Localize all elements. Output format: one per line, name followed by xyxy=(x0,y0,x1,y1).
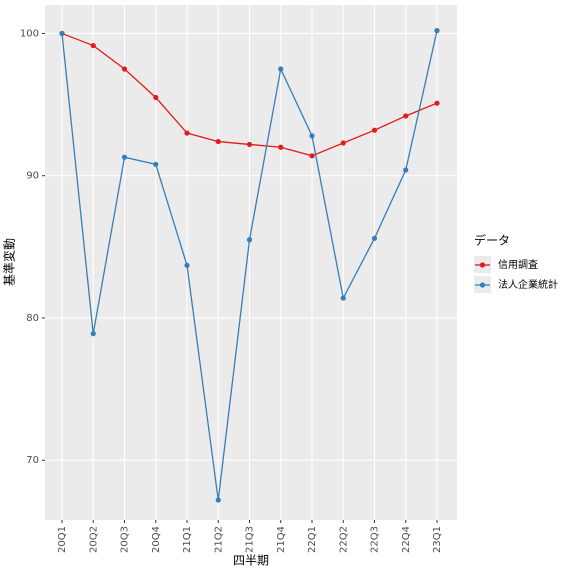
point xyxy=(59,30,65,37)
point xyxy=(434,28,440,34)
point xyxy=(434,100,440,106)
point xyxy=(121,154,128,160)
point xyxy=(215,497,221,503)
x-tick-label: 21Q1 xyxy=(182,526,193,553)
point xyxy=(371,127,378,133)
panel xyxy=(45,5,457,520)
point xyxy=(340,295,346,301)
point xyxy=(403,167,409,173)
point xyxy=(340,140,346,146)
legend-point xyxy=(479,262,486,268)
x-tick-label: 22Q3 xyxy=(370,526,381,553)
x-tick-label: 20Q4 xyxy=(151,526,162,553)
point xyxy=(153,161,159,167)
x-axis-title: 四半期 xyxy=(233,554,269,568)
point xyxy=(403,113,409,119)
point xyxy=(278,66,284,72)
legend-label: 信用調査 xyxy=(498,258,538,271)
legend-point xyxy=(479,282,486,288)
legend-title: データ xyxy=(474,233,510,248)
point xyxy=(215,138,221,145)
point xyxy=(309,153,315,159)
point xyxy=(153,94,159,101)
legend-label: 法人企業統計 xyxy=(498,278,558,291)
x-tick-label: 20Q3 xyxy=(120,526,131,553)
y-tick-label: 70 xyxy=(26,455,39,466)
x-tick-label: 21Q2 xyxy=(213,526,224,553)
y-tick-label: 100 xyxy=(20,28,39,39)
y-axis-title: 基準変動 xyxy=(2,238,17,286)
point xyxy=(90,42,96,49)
point xyxy=(371,235,378,241)
x-tick-label: 21Q4 xyxy=(276,526,287,553)
point xyxy=(246,237,253,243)
point xyxy=(246,141,253,148)
x-tick-label: 22Q4 xyxy=(401,526,412,553)
x-tick-label: 20Q2 xyxy=(88,526,99,553)
point xyxy=(121,66,128,72)
x-tick-label: 22Q2 xyxy=(338,526,349,553)
y-tick-label: 80 xyxy=(26,313,39,324)
point xyxy=(278,144,284,150)
point xyxy=(184,130,190,136)
point xyxy=(184,262,190,268)
point xyxy=(90,331,96,337)
point xyxy=(309,133,315,139)
y-tick-label: 90 xyxy=(26,171,39,182)
x-tick-label: 20Q1 xyxy=(57,526,68,553)
x-tick-label: 23Q1 xyxy=(432,526,443,553)
x-tick-label: 21Q3 xyxy=(245,526,256,553)
x-tick-label: 22Q1 xyxy=(307,526,318,553)
